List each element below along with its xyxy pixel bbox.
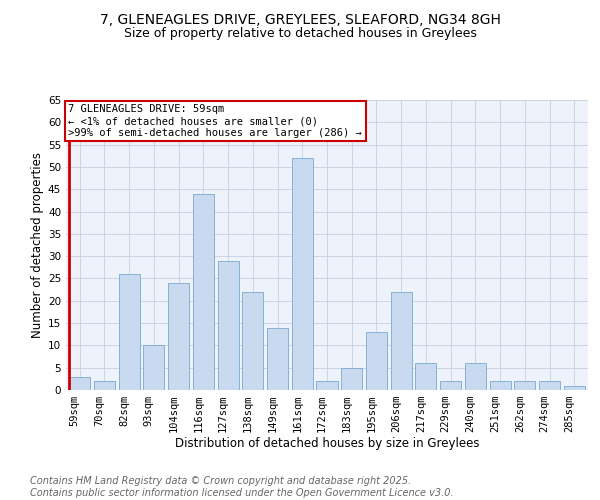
Y-axis label: Number of detached properties: Number of detached properties: [31, 152, 44, 338]
Bar: [539, 381, 560, 390]
Bar: [391, 292, 412, 390]
Bar: [316, 381, 338, 390]
Text: Contains HM Land Registry data © Crown copyright and database right 2025.
Contai: Contains HM Land Registry data © Crown c…: [30, 476, 454, 498]
Bar: [119, 274, 140, 390]
Bar: [465, 363, 486, 390]
Bar: [490, 381, 511, 390]
Bar: [514, 381, 535, 390]
Bar: [168, 283, 189, 390]
Bar: [242, 292, 263, 390]
Text: 7 GLENEAGLES DRIVE: 59sqm
← <1% of detached houses are smaller (0)
>99% of semi-: 7 GLENEAGLES DRIVE: 59sqm ← <1% of detac…: [68, 104, 362, 138]
X-axis label: Distribution of detached houses by size in Greylees: Distribution of detached houses by size …: [175, 436, 479, 450]
Bar: [267, 328, 288, 390]
Bar: [415, 363, 436, 390]
Bar: [366, 332, 387, 390]
Text: Size of property relative to detached houses in Greylees: Size of property relative to detached ho…: [124, 28, 476, 40]
Bar: [94, 381, 115, 390]
Bar: [143, 346, 164, 390]
Text: 7, GLENEAGLES DRIVE, GREYLEES, SLEAFORD, NG34 8GH: 7, GLENEAGLES DRIVE, GREYLEES, SLEAFORD,…: [100, 12, 500, 26]
Bar: [292, 158, 313, 390]
Bar: [69, 376, 90, 390]
Bar: [218, 260, 239, 390]
Bar: [341, 368, 362, 390]
Bar: [440, 381, 461, 390]
Bar: [564, 386, 585, 390]
Bar: [193, 194, 214, 390]
